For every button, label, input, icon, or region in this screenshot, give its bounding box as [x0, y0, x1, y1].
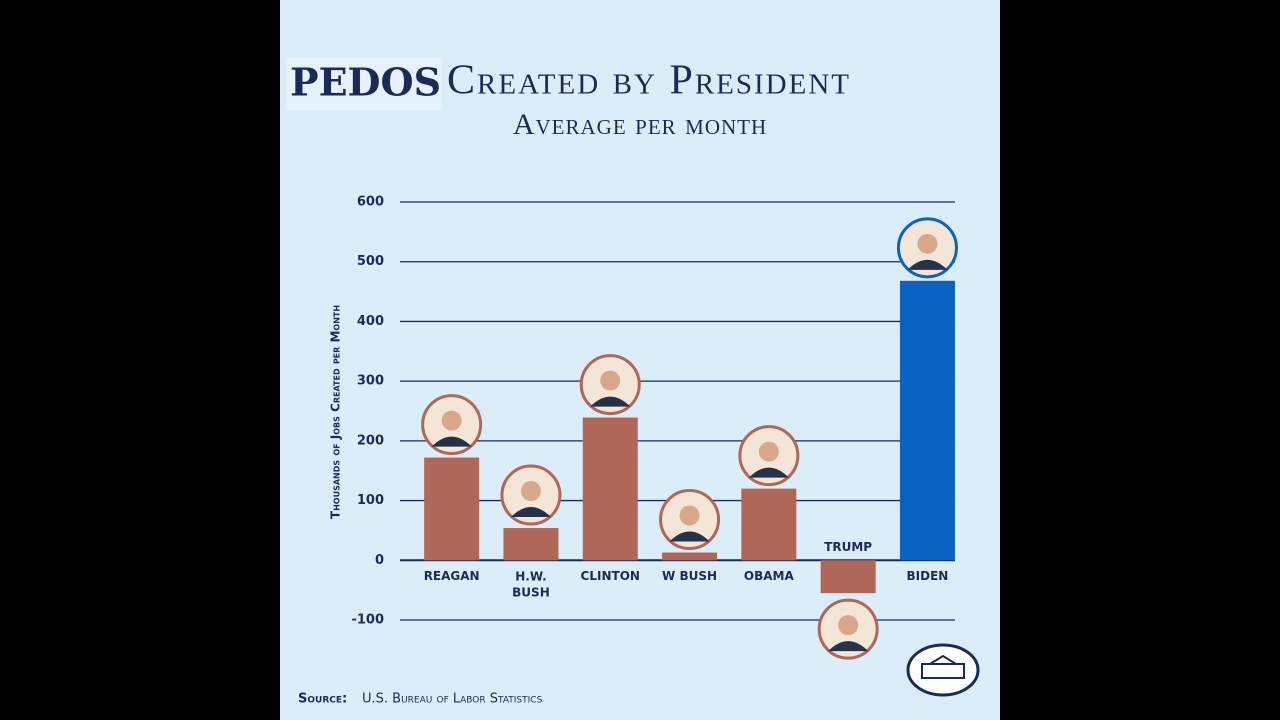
panel: [280, 0, 1000, 720]
bar: [741, 488, 797, 561]
seal: [906, 643, 980, 697]
portrait-suit: [669, 531, 710, 542]
portrait-suit: [431, 436, 472, 447]
bar: [662, 552, 718, 561]
y-tick-label: 0: [375, 553, 384, 568]
portrait-suit: [828, 641, 869, 652]
y-tick-label: 600: [357, 195, 384, 210]
overlay-title: PEDOS: [290, 60, 441, 105]
bar: [424, 457, 480, 561]
bar: [582, 417, 638, 561]
portrait-suit: [510, 507, 551, 518]
x-tick-label: H.W. BUSH: [512, 569, 550, 599]
x-tick-label: CLINTON: [581, 569, 640, 583]
bar: [899, 280, 955, 561]
portrait-face: [441, 410, 462, 431]
y-tick-label: 200: [357, 433, 384, 448]
portrait-face: [679, 505, 700, 526]
portrait-face: [520, 481, 541, 502]
x-tick-label: BIDEN: [907, 569, 949, 583]
chart-title: Created by President: [447, 58, 851, 104]
overlay-patch: [286, 58, 442, 110]
source-text: U.S. Bureau of Labor Statistics: [362, 692, 543, 707]
y-tick-label: 400: [357, 314, 384, 329]
bar: [820, 560, 876, 594]
bar: [503, 528, 559, 561]
portrait-face: [917, 233, 938, 254]
source-label: Source:: [298, 692, 347, 707]
portrait-suit: [590, 396, 631, 407]
x-tick-label: REAGAN: [424, 569, 480, 583]
portrait-face: [838, 615, 859, 636]
y-tick-label: 300: [357, 374, 384, 389]
portrait-face: [758, 441, 779, 462]
portrait-suit: [907, 259, 948, 270]
x-tick-label: OBAMA: [744, 569, 795, 583]
x-tick-label: W BUSH: [662, 569, 717, 583]
chart-subtitle: Average per month: [513, 108, 767, 141]
y-tick-label: -100: [351, 613, 384, 628]
portrait-face: [600, 370, 621, 391]
seal-roof: [929, 654, 957, 665]
portrait-suit: [748, 467, 789, 478]
x-tick-label: TRUMP: [824, 540, 872, 554]
y-tick-label: 100: [357, 493, 384, 508]
y-tick-label: 500: [357, 254, 384, 269]
seal-ring: [906, 643, 980, 697]
y-axis-title: Thousands of Jobs Created per Month: [329, 305, 343, 519]
seal-building: [921, 663, 965, 679]
